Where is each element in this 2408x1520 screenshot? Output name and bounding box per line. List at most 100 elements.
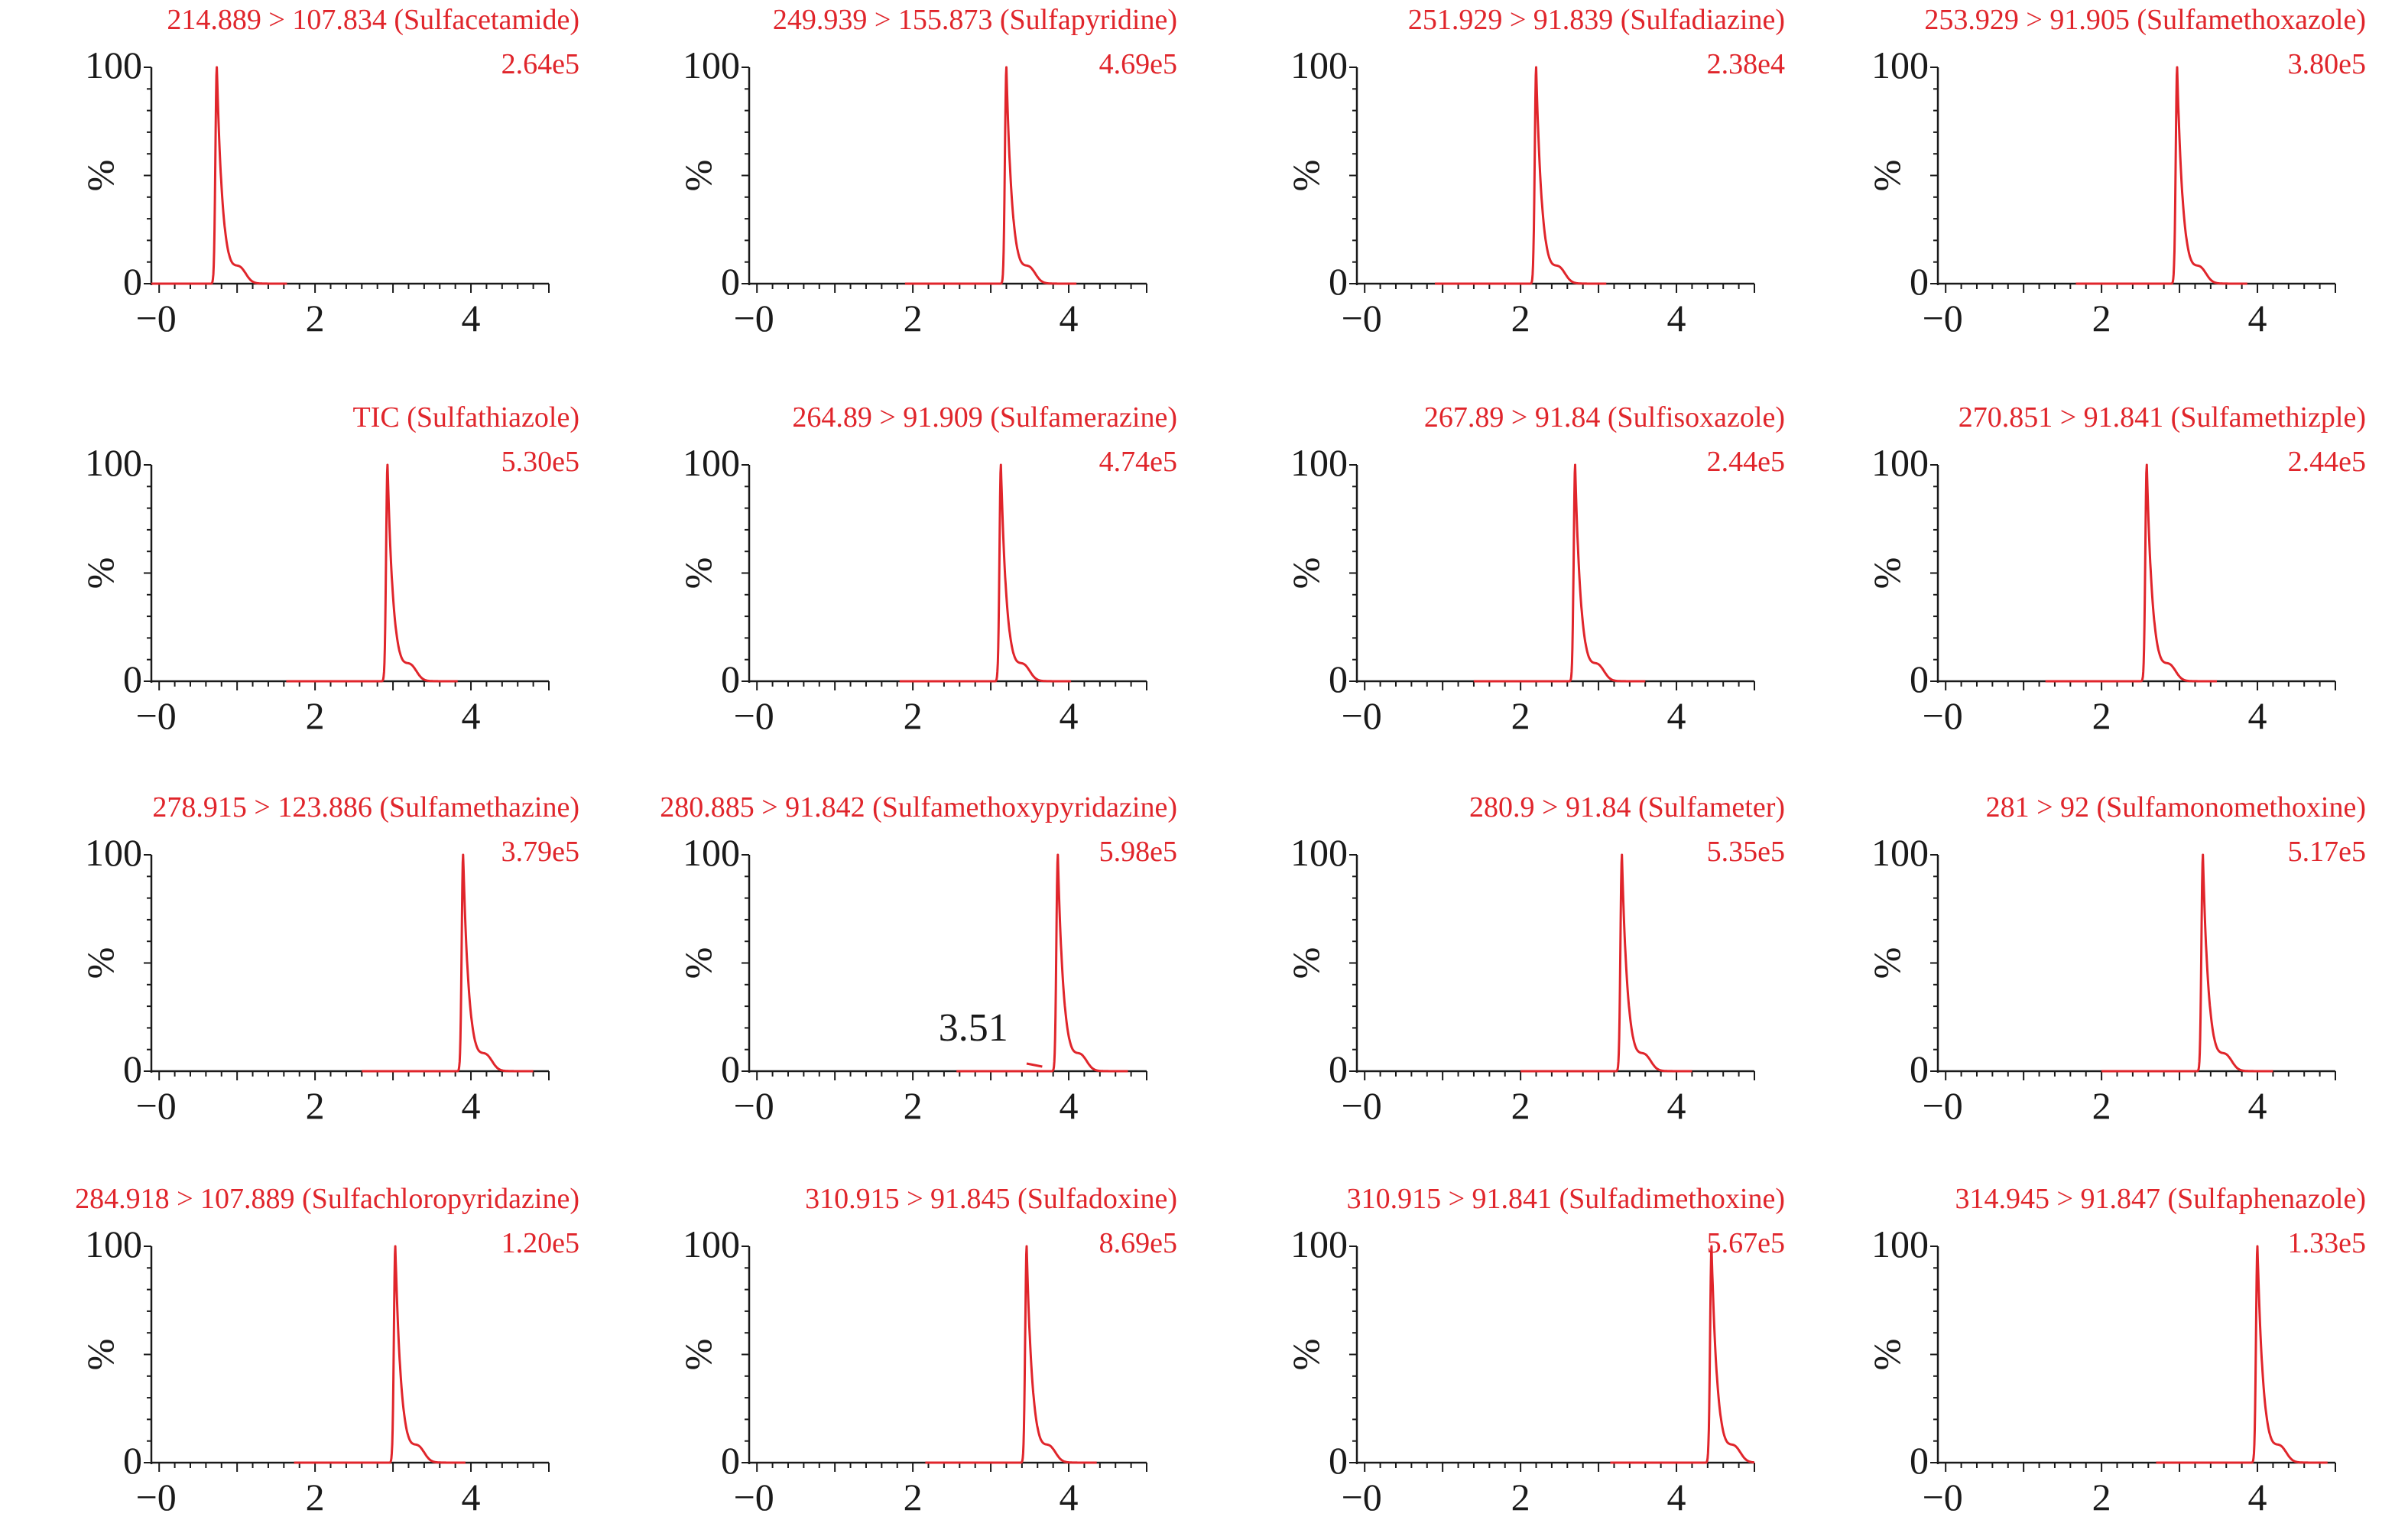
intensity-label: 4.74e5 bbox=[1099, 446, 1177, 478]
x-tick-label: 4 bbox=[462, 694, 481, 737]
y-tick-label: 100 bbox=[683, 1223, 740, 1265]
y-tick-label: 0 bbox=[721, 658, 740, 700]
intensity-label: 4.69e5 bbox=[1099, 48, 1177, 80]
intensity-label: 5.30e5 bbox=[501, 446, 579, 478]
y-tick-label: 100 bbox=[1290, 1223, 1348, 1265]
x-tick-label: 2 bbox=[306, 1084, 325, 1127]
chromatogram-trace bbox=[361, 853, 534, 1073]
chart-panel: 100 0−0 2 4% 251.929 > 91.839 (Sulfadiazine)… bbox=[1284, 4, 1785, 339]
x-tick-label: 4 bbox=[1667, 694, 1686, 737]
y-tick-label: 0 bbox=[1910, 658, 1929, 700]
y-axis-label: % bbox=[677, 557, 719, 589]
chart-title: 310.915 > 91.841 (Sulfadimethoxine) bbox=[1347, 1183, 1785, 1215]
chart-title: 314.945 > 91.847 (Sulfaphenazole) bbox=[1955, 1183, 2366, 1215]
chart-panel: 100 0−0 2 4% 253.929 > 91.905 (Sulfamethoxaz… bbox=[1865, 4, 2366, 339]
x-tick-label: −0 bbox=[136, 694, 177, 737]
chart-panel: 100 0−0 2 4% 249.939 > 155.873 (Sulfapyridin… bbox=[677, 4, 1177, 339]
x-tick-label: 2 bbox=[904, 1084, 923, 1127]
y-tick-label: 0 bbox=[1329, 1047, 1348, 1090]
x-tick-label: 4 bbox=[462, 1084, 481, 1127]
chromatogram-trace bbox=[1520, 853, 1693, 1073]
y-axis-label: % bbox=[1865, 557, 1908, 589]
x-tick-label: 4 bbox=[1667, 297, 1686, 339]
y-tick-label: 100 bbox=[85, 441, 142, 484]
x-tick-label: 2 bbox=[2092, 1476, 2111, 1518]
chart-panel: 100 0−0 2 4% 270.851 > 91.841 (Sulfamethizpl… bbox=[1865, 401, 2366, 737]
x-tick-label: 2 bbox=[306, 1476, 325, 1518]
y-axis-label: % bbox=[79, 947, 122, 979]
y-tick-label: 100 bbox=[85, 831, 142, 874]
x-tick-label: 4 bbox=[2248, 297, 2267, 339]
x-tick-label: 4 bbox=[2248, 1084, 2267, 1127]
chromatogram-trace bbox=[904, 66, 1078, 285]
x-tick-label: −0 bbox=[734, 1084, 774, 1127]
x-tick-label: 4 bbox=[1667, 1084, 1686, 1127]
chromatogram-trace bbox=[1434, 66, 1608, 285]
x-tick-label: 4 bbox=[2248, 1476, 2267, 1518]
chart-title: 281 > 92 (Sulfamonomethoxine) bbox=[1986, 791, 2366, 823]
x-tick-label: 4 bbox=[462, 1476, 481, 1518]
x-tick-label: −0 bbox=[1342, 297, 1382, 339]
x-tick-label: −0 bbox=[1342, 694, 1382, 737]
y-axis-label: % bbox=[79, 1339, 122, 1371]
x-tick-label: 4 bbox=[1060, 694, 1079, 737]
y-axis-label: % bbox=[1865, 160, 1908, 192]
y-axis-label: % bbox=[1284, 1339, 1327, 1371]
chart-panel: 100 0−0 2 4% 264.89 > 91.909 (Sulfamerazine)… bbox=[677, 401, 1177, 737]
y-axis-label: % bbox=[1284, 947, 1327, 979]
y-tick-label: 0 bbox=[123, 1439, 142, 1482]
chromatogram-trace bbox=[898, 463, 1073, 683]
x-tick-label: −0 bbox=[136, 297, 177, 339]
chart-panel: 100 0−0 2 4% 314.945 > 91.847 (Sulfaphenazol… bbox=[1865, 1183, 2366, 1518]
annotation-trace bbox=[1026, 1062, 1043, 1068]
y-tick-label: 100 bbox=[1290, 44, 1348, 86]
x-tick-label: −0 bbox=[136, 1476, 177, 1518]
y-axis-label: % bbox=[677, 160, 719, 192]
y-axis-label: % bbox=[79, 160, 122, 192]
chromatogram-trace bbox=[1609, 1245, 1755, 1464]
chart-panel: 100 0−0 2 4% TIC (Sulfathiazole) 5.30e5 bbox=[79, 401, 579, 737]
intensity-label: 3.80e5 bbox=[2288, 48, 2366, 80]
chart-panel: 100 0−0 2 4% 281 > 92 (Sulfamonomethoxine) 5.… bbox=[1865, 791, 2366, 1127]
x-tick-label: −0 bbox=[1342, 1084, 1382, 1127]
y-axis-label: % bbox=[79, 557, 122, 589]
intensity-label: 2.38e4 bbox=[1707, 48, 1785, 80]
chromatogram-trace bbox=[2075, 66, 2248, 285]
x-tick-label: −0 bbox=[734, 694, 774, 737]
chromatogram-trace bbox=[924, 1245, 1098, 1464]
chart-panel: 100 0−0 2 4% 310.915 > 91.845 (Sulfadoxine) 8… bbox=[677, 1183, 1177, 1518]
chromatogram-trace bbox=[2101, 853, 2274, 1073]
intensity-label: 1.33e5 bbox=[2288, 1227, 2366, 1259]
y-axis-label: % bbox=[1284, 557, 1327, 589]
intensity-label: 2.64e5 bbox=[501, 48, 579, 80]
x-tick-label: 2 bbox=[306, 694, 325, 737]
intensity-label: 2.44e5 bbox=[2288, 446, 2366, 478]
chart-panel: 100 0−0 2 4% 214.889 > 107.834 (Sulfacetamid… bbox=[79, 4, 579, 339]
chart-title: 280.885 > 91.842 (Sulfamethoxypyridazine… bbox=[660, 791, 1177, 823]
peak-annotation: 3.51 bbox=[939, 1006, 1008, 1050]
x-tick-label: 2 bbox=[1511, 1084, 1530, 1127]
y-tick-label: 0 bbox=[721, 1439, 740, 1482]
chart-panel: 100 0−0 2 4% 278.915 > 123.886 (Sulfamethazi… bbox=[79, 791, 579, 1127]
x-tick-label: 2 bbox=[2092, 694, 2111, 737]
x-tick-label: 2 bbox=[1511, 297, 1530, 339]
chart-title: 284.918 > 107.889 (Sulfachloropyridazine… bbox=[75, 1183, 579, 1215]
x-tick-label: −0 bbox=[1923, 694, 1963, 737]
y-tick-label: 0 bbox=[1910, 260, 1929, 303]
intensity-label: 5.17e5 bbox=[2288, 836, 2366, 868]
x-tick-label: 4 bbox=[1060, 1476, 1079, 1518]
chart-title: 214.889 > 107.834 (Sulfacetamide) bbox=[167, 4, 579, 36]
y-axis-label: % bbox=[677, 947, 719, 979]
chart-title: 251.929 > 91.839 (Sulfadiazine) bbox=[1408, 4, 1785, 36]
y-tick-label: 100 bbox=[683, 44, 740, 86]
chromatogram-trace bbox=[1473, 463, 1647, 683]
x-tick-label: 4 bbox=[462, 297, 481, 339]
x-tick-label: 2 bbox=[306, 297, 325, 339]
intensity-label: 2.44e5 bbox=[1707, 446, 1785, 478]
x-tick-label: −0 bbox=[1923, 297, 1963, 339]
x-tick-label: −0 bbox=[1923, 1084, 1963, 1127]
chart-title: 267.89 > 91.84 (Sulfisoxazole) bbox=[1424, 401, 1785, 434]
chromatogram-trace bbox=[293, 1245, 466, 1464]
y-tick-label: 100 bbox=[1871, 831, 1929, 874]
